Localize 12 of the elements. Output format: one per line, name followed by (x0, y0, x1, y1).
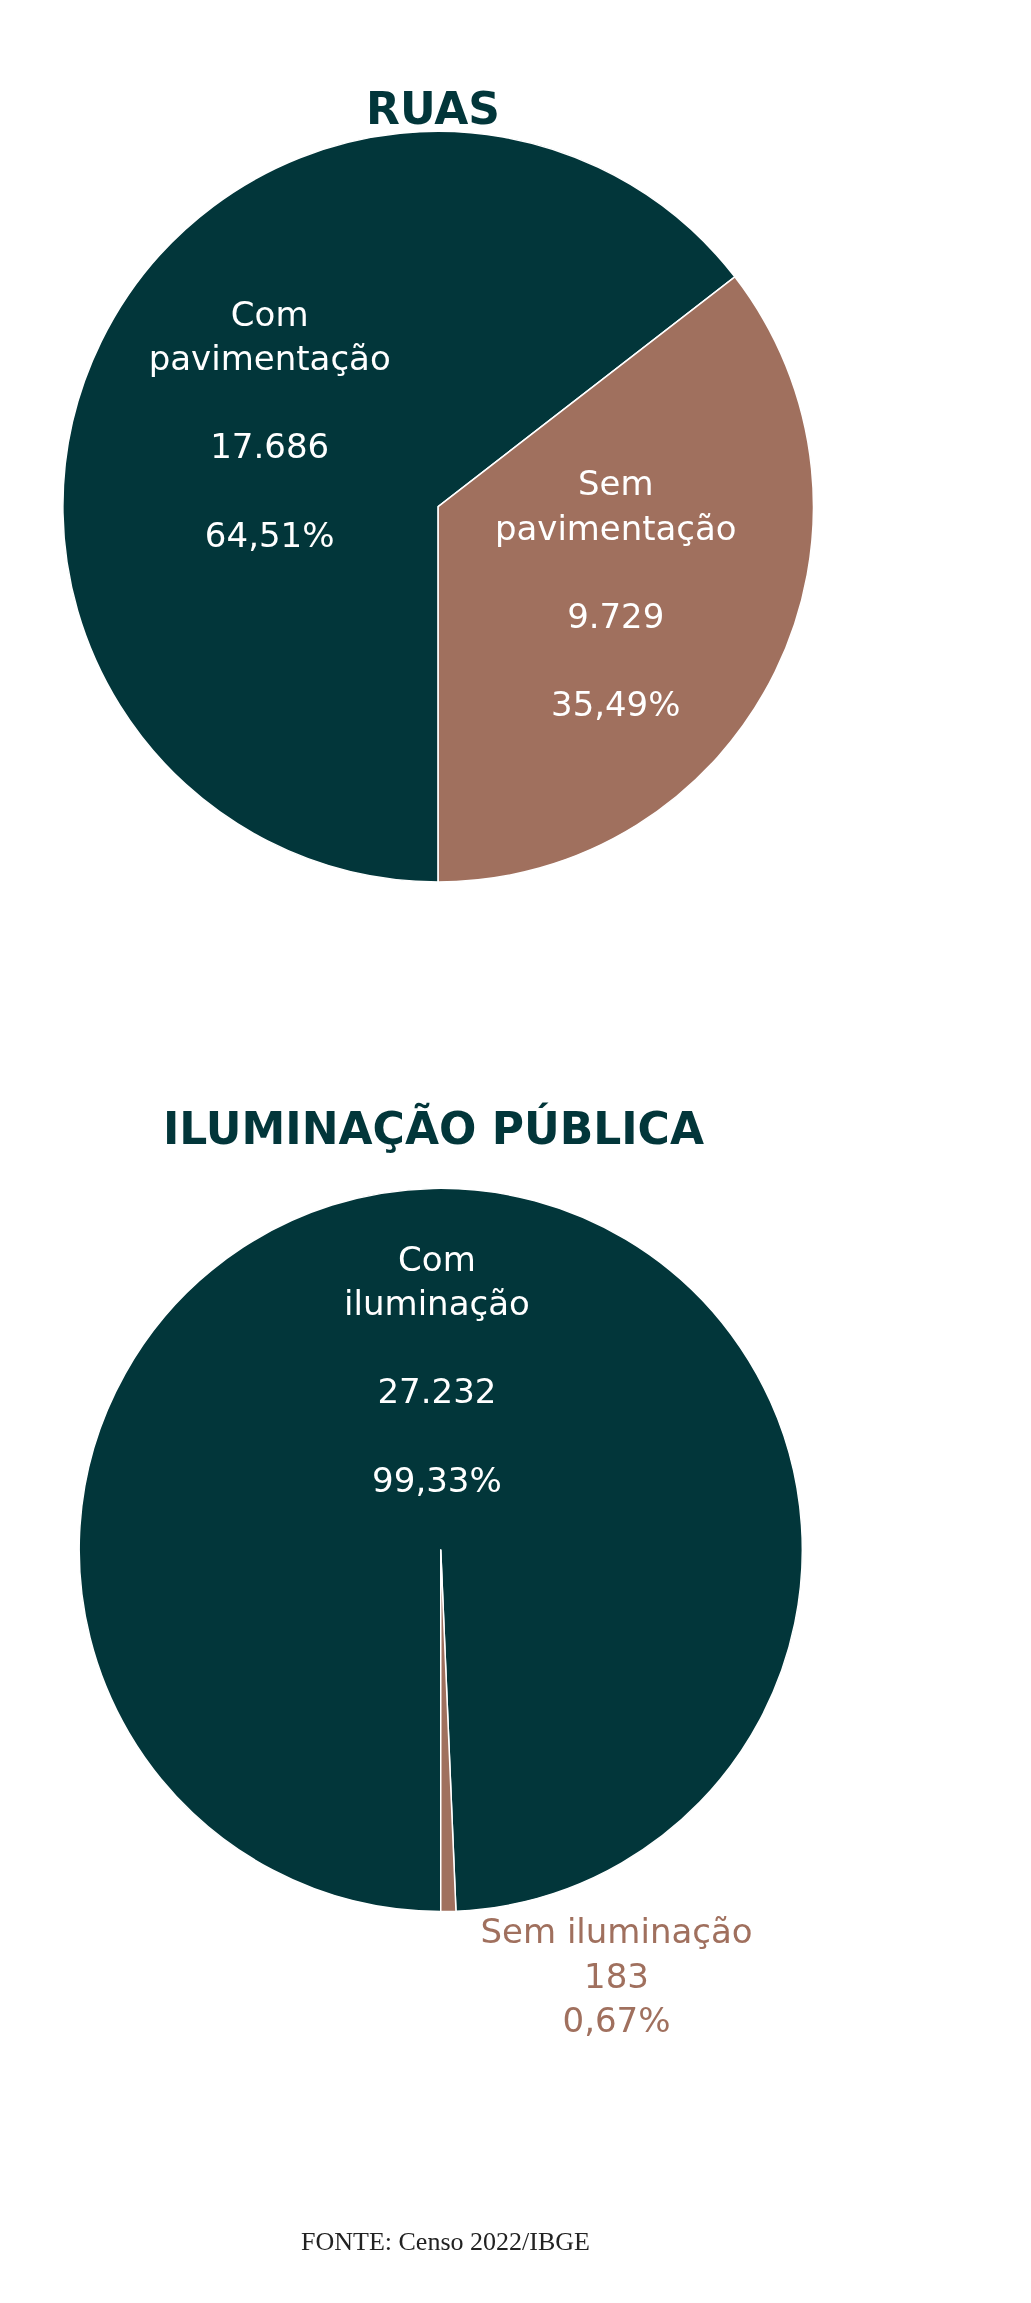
data-label: 183 0,67% (562, 1955, 671, 2040)
slice-label: Sem iluminação (480, 1911, 753, 1952)
chart-title: RUAS (366, 83, 500, 134)
text: 27.232 99,33% (372, 1371, 502, 1500)
text: 9.729 35,49% (551, 596, 681, 724)
slice-label: Sem pavimentação (495, 464, 737, 548)
text: 17.686 64,51% (204, 426, 335, 555)
slice-label: Com iluminação (344, 1238, 530, 1323)
chart-title: ILUMINAÇÃO PÚBLICA (163, 1102, 704, 1154)
pie-slice (78, 1187, 804, 1913)
source-note: FONTE: Censo 2022/IBGE (301, 2227, 590, 2256)
slice-label: Com pavimentação (148, 293, 391, 378)
